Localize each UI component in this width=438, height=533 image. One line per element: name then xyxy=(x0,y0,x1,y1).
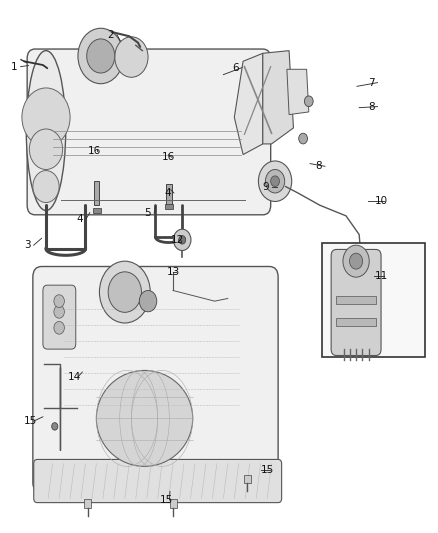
Text: 14: 14 xyxy=(68,373,81,382)
Text: 4: 4 xyxy=(77,214,83,223)
Circle shape xyxy=(350,253,363,269)
Text: 13: 13 xyxy=(166,267,180,277)
Text: 2: 2 xyxy=(107,30,114,39)
Text: 15: 15 xyxy=(24,416,37,426)
Bar xyxy=(336,318,376,326)
FancyBboxPatch shape xyxy=(331,249,381,356)
Circle shape xyxy=(271,176,279,187)
Circle shape xyxy=(173,229,191,251)
Bar xyxy=(166,184,172,206)
Bar xyxy=(336,296,376,304)
Circle shape xyxy=(258,161,292,201)
Ellipse shape xyxy=(26,51,66,211)
Text: 7: 7 xyxy=(368,78,374,87)
Text: 16: 16 xyxy=(88,147,101,156)
Polygon shape xyxy=(287,69,309,115)
Circle shape xyxy=(265,169,285,193)
FancyBboxPatch shape xyxy=(43,285,76,349)
Circle shape xyxy=(139,290,157,312)
FancyBboxPatch shape xyxy=(33,266,278,493)
Text: 4: 4 xyxy=(164,188,171,198)
Bar xyxy=(94,181,99,205)
Circle shape xyxy=(99,261,150,323)
Text: 11: 11 xyxy=(374,271,388,280)
Ellipse shape xyxy=(96,370,193,466)
Bar xyxy=(322,243,425,357)
Text: 12: 12 xyxy=(171,235,184,245)
Text: 5: 5 xyxy=(145,208,151,218)
Bar xyxy=(165,204,173,209)
Circle shape xyxy=(52,423,58,430)
Circle shape xyxy=(54,295,64,308)
Circle shape xyxy=(78,28,124,84)
Circle shape xyxy=(343,245,369,277)
Bar xyxy=(93,208,101,213)
Polygon shape xyxy=(263,51,293,144)
Circle shape xyxy=(108,272,141,312)
FancyBboxPatch shape xyxy=(27,49,271,215)
Text: 1: 1 xyxy=(11,62,18,71)
Text: 8: 8 xyxy=(368,102,374,111)
Text: 10: 10 xyxy=(374,197,388,206)
Text: 9: 9 xyxy=(263,182,269,191)
Polygon shape xyxy=(234,53,263,155)
FancyBboxPatch shape xyxy=(34,459,282,503)
Bar xyxy=(244,475,251,483)
Circle shape xyxy=(22,88,70,147)
Text: 15: 15 xyxy=(261,465,274,475)
Circle shape xyxy=(29,129,63,169)
Circle shape xyxy=(115,37,148,77)
Circle shape xyxy=(87,39,115,73)
Circle shape xyxy=(299,133,307,144)
Circle shape xyxy=(54,305,64,318)
Circle shape xyxy=(304,96,313,107)
Bar xyxy=(84,499,91,508)
Bar xyxy=(170,499,177,508)
Circle shape xyxy=(179,236,186,244)
Text: 8: 8 xyxy=(315,161,322,171)
Text: 16: 16 xyxy=(162,152,175,162)
Text: 15: 15 xyxy=(160,495,173,505)
Text: 3: 3 xyxy=(24,240,31,250)
Circle shape xyxy=(33,171,59,203)
Circle shape xyxy=(54,321,64,334)
Text: 6: 6 xyxy=(232,63,239,72)
